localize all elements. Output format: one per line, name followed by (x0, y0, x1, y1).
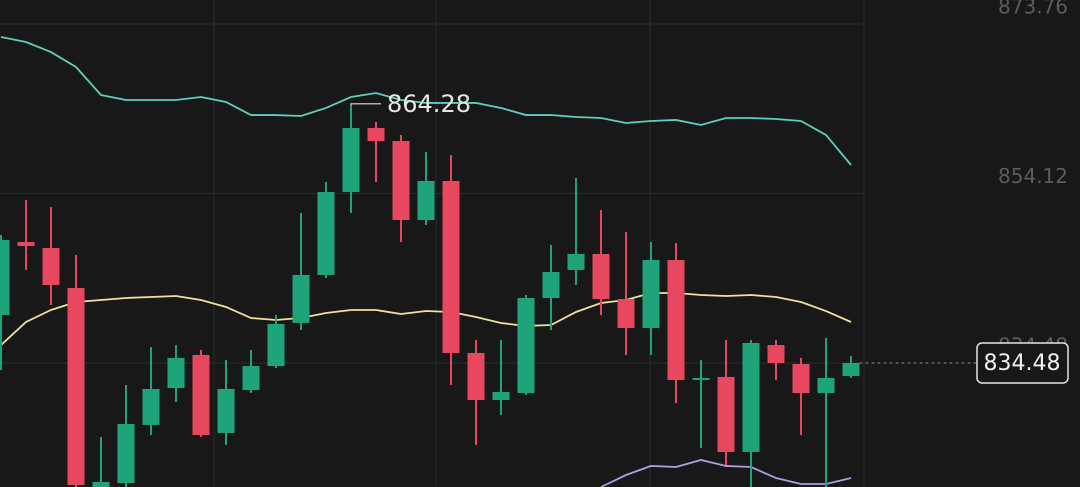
last-price-label: 834.48 (984, 351, 1061, 376)
y-tick-label: 854.12 (998, 164, 1068, 188)
candle-body (317, 192, 335, 275)
labels-layer: 864.28 834.48 (350, 90, 1069, 384)
candles-layer (0, 105, 860, 487)
candle-body (442, 180, 460, 353)
candle-body (667, 260, 685, 380)
band-line (600, 459, 852, 487)
candle-body (342, 127, 360, 193)
candle-body (367, 127, 385, 142)
bands-layer (0, 36, 852, 487)
candle-body (717, 376, 735, 452)
candle-body (17, 241, 35, 246)
candle-body (417, 180, 435, 220)
candle-body (467, 352, 485, 401)
candle-body (292, 274, 310, 323)
candle-body (142, 388, 160, 425)
candle-body (742, 342, 760, 452)
candle-body (67, 287, 85, 486)
band-line (0, 292, 852, 346)
candle-body (617, 299, 635, 329)
candle-body (517, 297, 535, 394)
candle-body (567, 253, 585, 270)
candle-body (817, 378, 835, 394)
annotation-leader (350, 103, 381, 106)
candle-body (0, 240, 10, 316)
candle-body (492, 391, 510, 401)
y-tick-label: 873.76 (998, 0, 1068, 18)
candle-body (267, 323, 285, 367)
candle-body (792, 364, 810, 394)
candle-body (642, 260, 660, 329)
candle-body (92, 481, 110, 487)
candle-body (767, 345, 785, 363)
band-line (0, 36, 852, 166)
candle-body (392, 141, 410, 220)
max-annotation: 864.28 (387, 90, 471, 118)
last-price-box (976, 342, 1069, 384)
candle-body (167, 357, 185, 389)
candle-body (692, 378, 710, 381)
candle-body (592, 253, 610, 300)
candle-body (217, 388, 235, 433)
candle-body (542, 272, 560, 298)
candle-body (192, 354, 210, 435)
candle-body (842, 362, 860, 377)
candle-body (117, 423, 135, 484)
candle-body (42, 248, 60, 285)
candle-body (242, 366, 260, 390)
